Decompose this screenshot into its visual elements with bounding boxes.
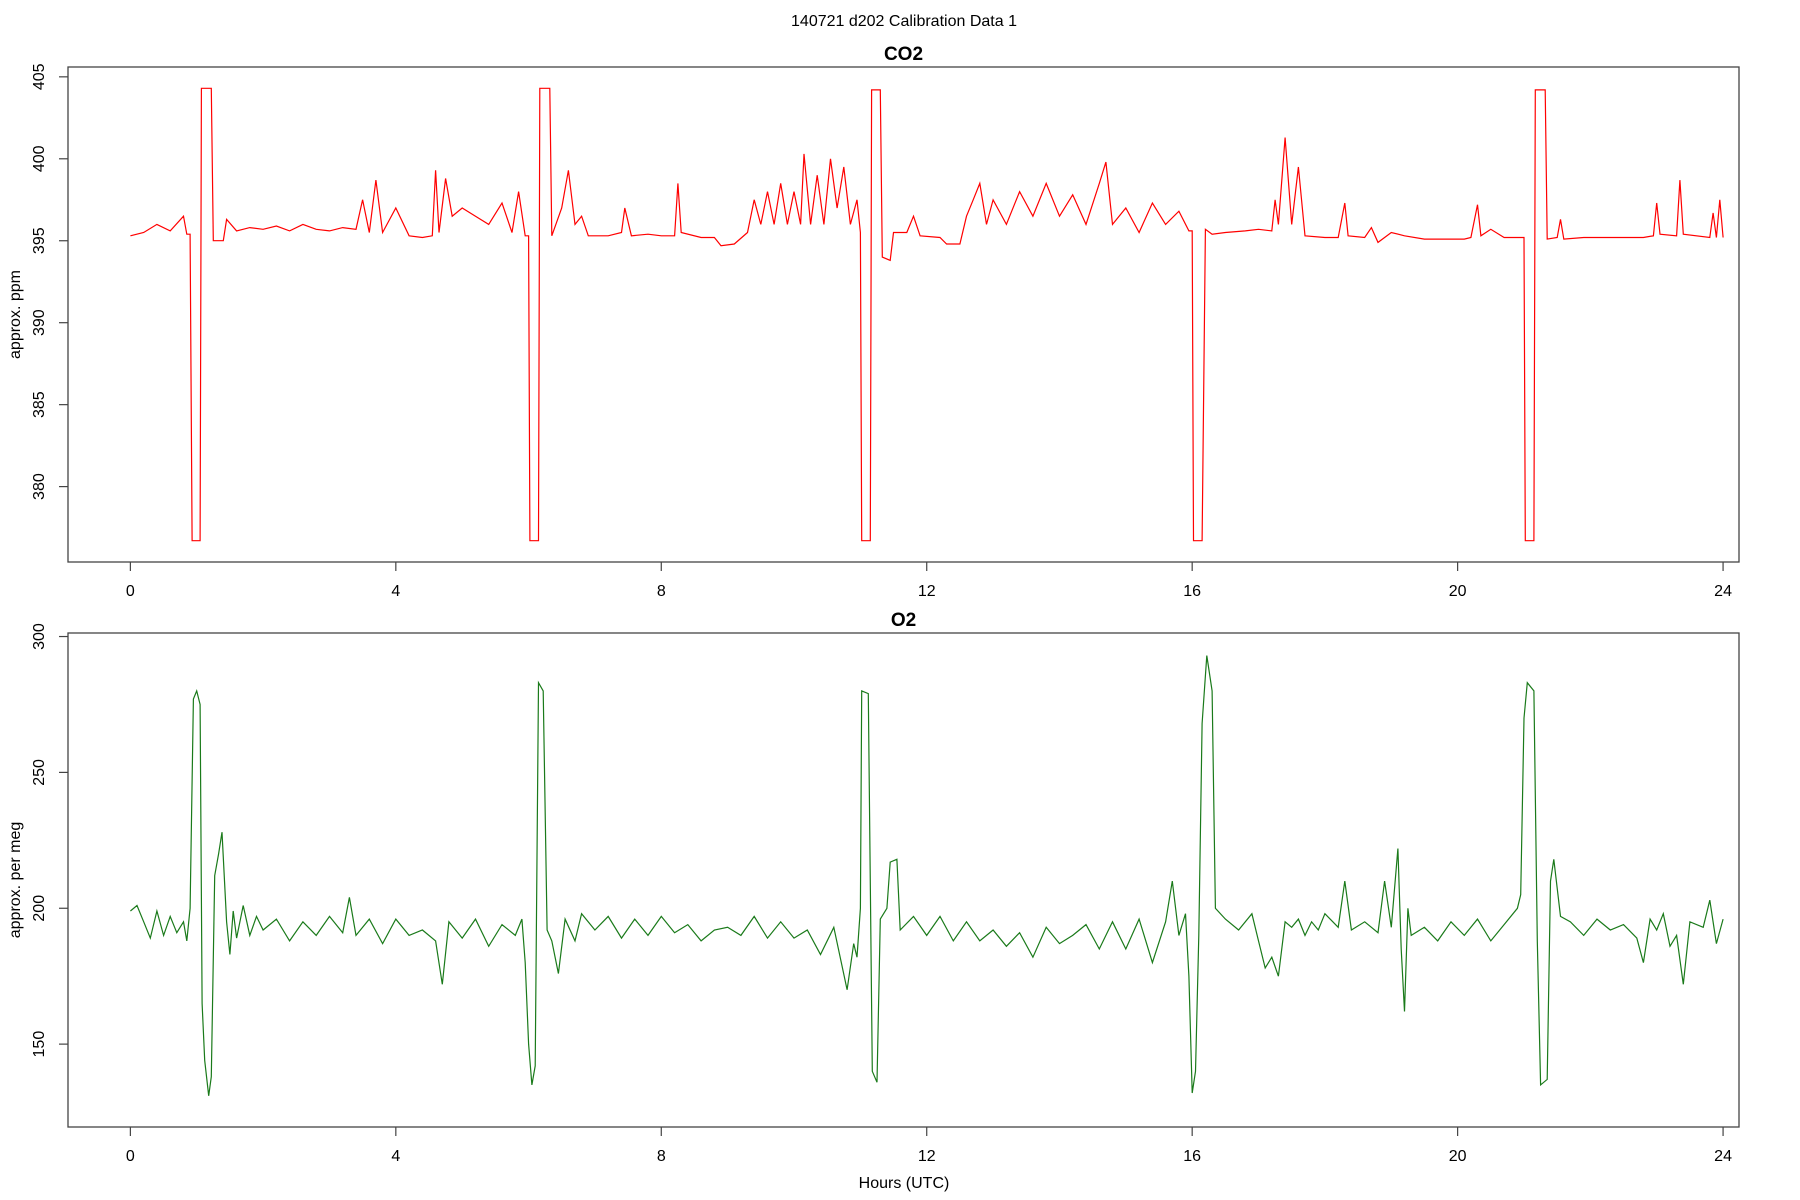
plot-box [67,632,1740,1128]
x-tick-label: 4 [391,583,400,600]
x-tick-label: 4 [391,1148,400,1165]
x-tick-label: 16 [1183,583,1201,600]
x-tick-label: 20 [1449,583,1467,600]
panel-title: CO2 [884,44,923,65]
data-line [130,87,1724,542]
data-line [130,655,1724,1096]
figure-title: 140721 d202 Calibration Data 1 [791,13,1017,30]
x-tick-label: 24 [1714,1148,1732,1165]
x-axis-label: Hours (UTC) [859,1175,950,1192]
y-tick-label: 390 [31,309,48,336]
y-tick-label: 150 [31,1031,48,1058]
y-tick-label: 380 [31,473,48,500]
x-tick-label: 24 [1714,583,1732,600]
y-tick-label: 385 [31,391,48,418]
y-tick-label: 300 [31,623,48,650]
panel-title: O2 [891,610,916,631]
plot-box [67,66,1740,563]
x-tick-label: 0 [126,583,135,600]
x-tick-label: 8 [657,583,666,600]
y-tick-label: 250 [31,759,48,786]
y-axis-label: approx. ppm [7,270,24,359]
y-tick-label: 400 [31,145,48,172]
x-tick-label: 12 [918,583,936,600]
y-axis-label: approx. per meg [7,822,24,939]
x-tick-label: 0 [126,1148,135,1165]
y-tick-label: 395 [31,227,48,254]
x-tick-label: 20 [1449,1148,1467,1165]
x-tick-label: 12 [918,1148,936,1165]
x-tick-label: 16 [1183,1148,1201,1165]
y-tick-label: 405 [31,63,48,90]
y-tick-label: 200 [31,895,48,922]
x-tick-label: 8 [657,1148,666,1165]
